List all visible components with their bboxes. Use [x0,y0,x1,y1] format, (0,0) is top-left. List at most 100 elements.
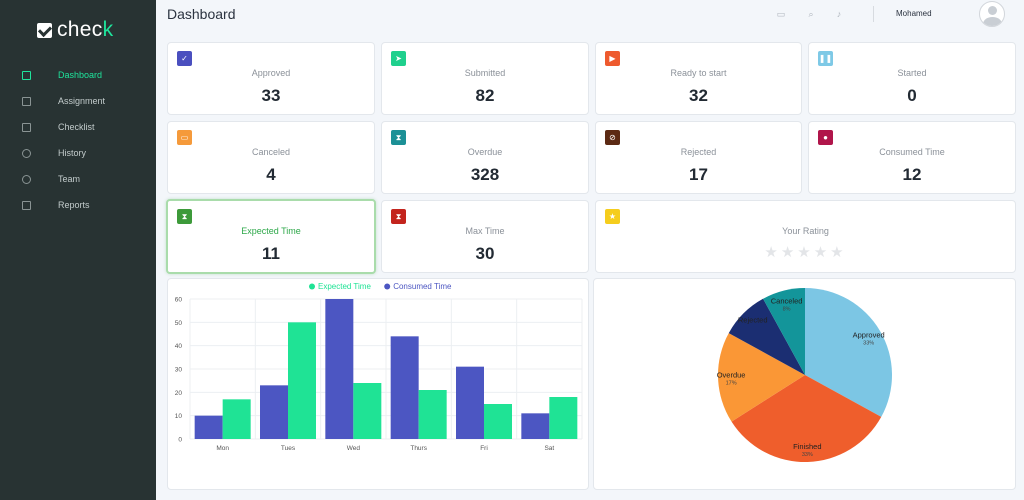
star-icon: ★ [605,209,620,224]
team-icon [22,174,31,184]
send-icon: ➤ [391,51,406,66]
bar-expected-time [222,399,251,439]
sidebar-item-reports[interactable]: Reports [0,192,156,218]
timer-icon: ● [818,130,833,145]
stat-card-canceled[interactable]: ▭ Canceled 4 [167,121,375,194]
stat-value: 32 [689,86,708,105]
rating-star[interactable]: ★ [797,244,814,261]
pie-label: Canceled [771,296,803,305]
stat-card-approved[interactable]: ✓ Approved 33 [167,42,375,115]
search-icon[interactable]: ⌕ [808,9,814,19]
pie-label: Overdue [717,370,746,379]
x-tick-label: Wed [347,445,361,452]
sidebar-item-label: Team [58,174,81,184]
cancel-icon: ▭ [177,130,192,145]
bar-expected-time [353,383,382,439]
bar-expected-time [549,397,578,439]
stat-card-max-time[interactable]: ⧗ Max Time 30 [381,200,589,273]
hourglass-icon: ⧗ [177,209,192,224]
pie-chart-panel: Approved 33% Finished 33% Overdue 17% Rejected… [593,278,1016,490]
sidebar-item-dashboard[interactable]: Dashboard [0,62,156,88]
stat-card-consumed-time[interactable]: ● Consumed Time 12 [808,121,1016,194]
rating-star[interactable]: ★ [780,244,798,261]
pie-slice-canceled [763,288,805,375]
stat-card-expected-time[interactable]: ⧗ Expected Time 11 [166,199,376,274]
header-divider [873,6,874,22]
document-icon [22,200,31,210]
history-icon [22,148,31,158]
stat-label: Submitted [464,68,506,78]
avatar[interactable] [979,1,1005,27]
stat-label: Consumed Time [879,147,945,157]
pie-percent: 8% [783,306,791,312]
stat-value: 33 [261,86,281,105]
pie-percent: 33% [802,452,813,458]
stat-value: 328 [470,165,500,184]
block-icon: ⊘ [605,130,620,145]
stat-card-rejected[interactable]: ⊘ Rejected 17 [595,121,802,194]
bell-icon[interactable]: ♪ [836,9,842,19]
rating-stars[interactable]: ★★★★★ [596,243,1015,261]
page-title: Dashboard [167,6,236,22]
user-name[interactable]: Mohamed [896,9,932,18]
legend-label: Consumed Time [393,282,452,291]
stat-value: 11 [262,244,280,263]
y-tick-label: 20 [175,390,183,397]
logo[interactable]: check [37,18,113,42]
sidebar-item-team[interactable]: Team [0,166,156,192]
bar-consumed-time [325,299,354,439]
sidebar-item-assignment[interactable]: Assignment [0,88,156,114]
pie-percent: 17% [726,380,737,386]
stat-card-started[interactable]: ❚❚ Started 0 [808,42,1016,115]
pie-percent: 33% [863,340,874,346]
check-icon: ✓ [177,51,192,66]
sidebar-item-label: Dashboard [58,70,103,80]
sidebar-item-label: Assignment [58,96,106,106]
rating-star[interactable]: ★ [813,244,831,261]
pie-label: Approved [853,330,885,339]
bar-chart-panel: 0 10 20 30 40 50 60 Mon Tues Wed Thurs Fri Sat Expect… [167,278,589,490]
y-tick-label: 40 [175,343,183,350]
stat-value: 82 [475,86,495,105]
sidebar-item-label: Reports [58,200,90,210]
rating-star[interactable]: ★ [830,244,847,261]
stat-card-submitted[interactable]: ➤ Submitted 82 [381,42,589,115]
sidebar-item-checklist[interactable]: Checklist [0,114,156,140]
stat-card-ready-to-start[interactable]: ▶ Ready to start 32 [595,42,802,115]
stat-value: 12 [902,165,922,184]
pie-slice-finished [731,375,882,462]
stat-card-your-rating[interactable]: ★ Your Rating ★★★★★ [595,200,1016,273]
x-tick-label: Sat [544,445,554,452]
hourglass-icon: ⧗ [391,209,406,224]
logo-check-icon [37,22,52,38]
legend-marker [309,283,315,290]
sidebar-item-history[interactable]: History [0,140,156,166]
bar-chart: 0 10 20 30 40 50 60 Mon Tues Wed Thurs Fri Sat Expect… [175,282,583,452]
bar-consumed-time [390,336,419,439]
stat-value: 17 [689,165,708,184]
rating-star[interactable]: ★ [764,244,781,261]
sidebar-nav: Dashboard Assignment Checklist History T… [0,62,156,218]
y-tick-label: 50 [175,320,183,327]
stat-value: 4 [266,165,276,184]
stat-label: Ready to start [670,68,727,78]
pie-chart: Approved33%Finished33%Overdue17%Rejected… [717,288,892,462]
pause-icon: ❚❚ [818,51,833,66]
y-tick-label: 30 [175,367,183,374]
stat-value: 30 [475,244,495,263]
legend-marker [384,283,391,290]
x-tick-label: Fri [480,445,488,452]
clipboard-icon [22,96,31,106]
stat-label: Canceled [251,147,291,157]
list-icon [22,122,31,132]
x-tick-label: Tues [281,445,296,452]
stat-card-overdue[interactable]: ⧗ Overdue 328 [381,121,589,194]
bar-expected-time [484,404,512,439]
pie-label: Finished [793,442,821,451]
stat-label: Your Rating [782,226,829,236]
x-tick-label: Mon [216,445,229,452]
stat-label: Approved [251,68,291,78]
calendar-icon[interactable]: ▭ [776,9,786,19]
sidebar-item-label: Checklist [58,122,95,132]
legend-label: Expected Time [318,282,371,291]
